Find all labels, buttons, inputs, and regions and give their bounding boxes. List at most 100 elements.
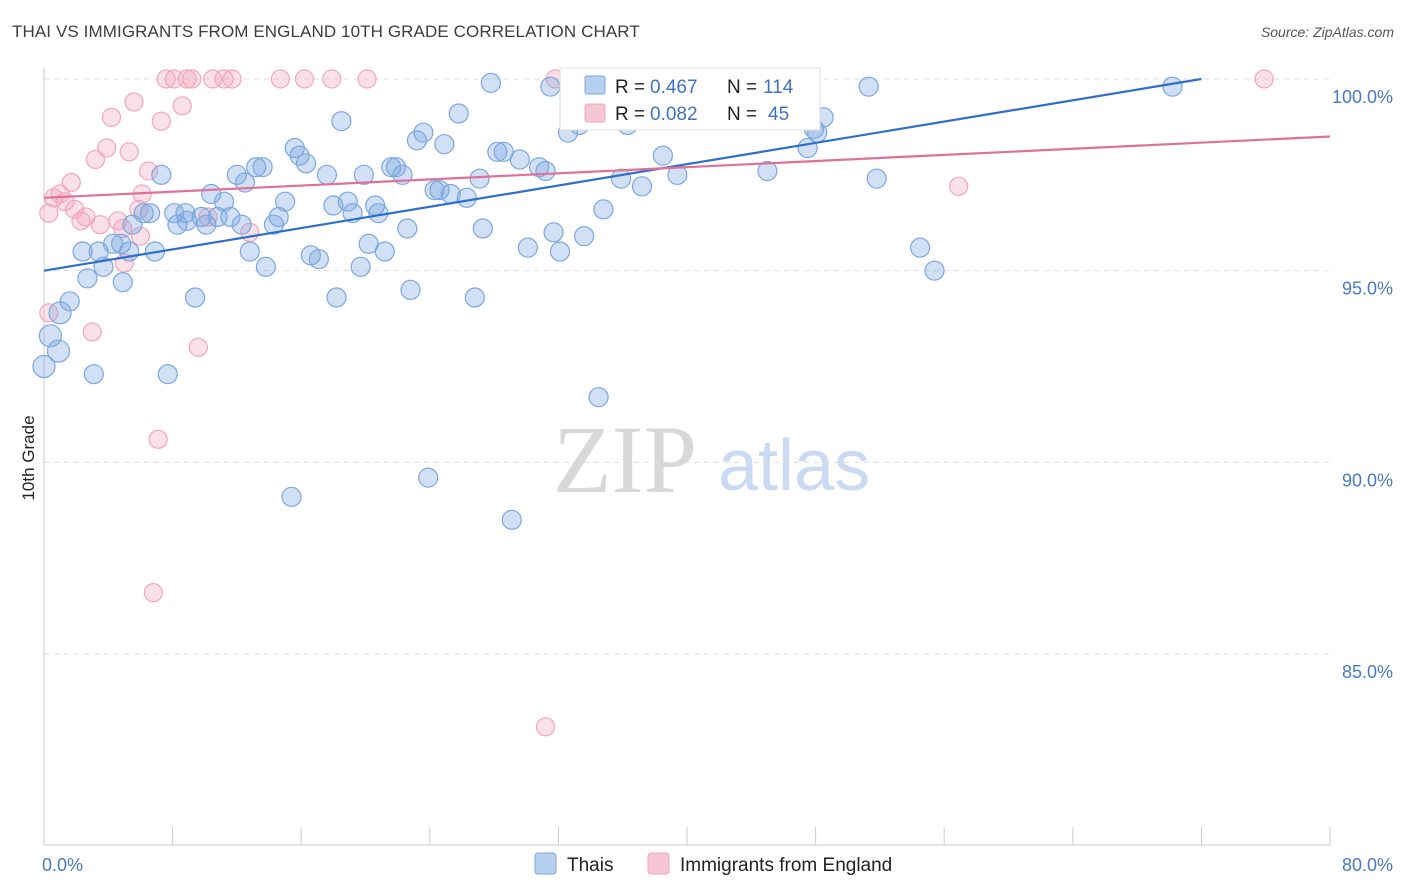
thais-point bbox=[480, 72, 501, 93]
england-point bbox=[214, 69, 234, 89]
thais-point bbox=[593, 199, 614, 220]
watermark-atlas: atlas bbox=[718, 426, 870, 506]
thais-point bbox=[381, 157, 402, 178]
thais-point bbox=[610, 168, 632, 189]
thais-point bbox=[413, 122, 434, 143]
thais-point bbox=[175, 203, 196, 224]
thais-point bbox=[268, 206, 289, 228]
england-point bbox=[1254, 69, 1274, 89]
england-point bbox=[138, 161, 159, 181]
thais-point bbox=[429, 180, 450, 201]
thais-point bbox=[139, 203, 161, 224]
thais-point bbox=[924, 260, 945, 281]
thais-point bbox=[517, 237, 538, 258]
stats-n-value-england: 45 bbox=[768, 104, 789, 125]
thais-point bbox=[535, 160, 556, 182]
thais-point bbox=[487, 141, 508, 162]
chart-title: THAI VS IMMIGRANTS FROM ENGLAND 10TH GRA… bbox=[12, 22, 640, 41]
thais-point bbox=[164, 203, 185, 224]
thais-point bbox=[350, 256, 371, 277]
thais-trend-line bbox=[43, 77, 1202, 272]
thais-point bbox=[59, 291, 80, 312]
england-point bbox=[101, 107, 122, 127]
england-trend-line bbox=[43, 135, 1331, 199]
stats-swatch-thais bbox=[584, 75, 606, 95]
y-tick-label-0: 100.0% bbox=[1332, 87, 1393, 107]
legend-swatch-thais bbox=[534, 852, 557, 875]
england-point bbox=[61, 172, 81, 193]
thais-point bbox=[326, 287, 347, 308]
england-point bbox=[119, 142, 139, 162]
chart-source: Source: ZipAtlas.com bbox=[1260, 24, 1394, 40]
thais-point bbox=[157, 364, 178, 385]
thais-point bbox=[213, 191, 235, 212]
y-axis-label: 10th Grade bbox=[19, 415, 38, 500]
thais-point bbox=[509, 149, 530, 170]
thais-point bbox=[434, 134, 455, 155]
thais-point bbox=[424, 180, 445, 201]
axes bbox=[43, 68, 1331, 846]
thais-point bbox=[226, 164, 247, 185]
stats-n-label-england: N = bbox=[727, 104, 757, 125]
thais-point bbox=[255, 256, 276, 277]
stats-r-label-thais: R = bbox=[615, 77, 645, 98]
thais-point bbox=[397, 218, 418, 239]
y-tick-label-3: 85.0% bbox=[1342, 662, 1393, 682]
thais-point bbox=[540, 76, 561, 97]
thais-point bbox=[196, 214, 217, 235]
thais-point bbox=[275, 191, 296, 212]
thais-point bbox=[83, 364, 104, 385]
stats-swatch-england bbox=[584, 103, 606, 123]
thais-point bbox=[133, 203, 154, 224]
stats-r-value-england: 0.082 bbox=[650, 104, 698, 125]
england-point bbox=[535, 717, 556, 737]
thais-point bbox=[72, 241, 93, 262]
stats-legend-box: R = 0.467 N = 114 R = 0.082 N = 45 bbox=[559, 67, 821, 131]
england-point bbox=[64, 199, 85, 219]
trend-lines bbox=[43, 77, 1331, 272]
x-tick-label-1: 80.0% bbox=[1342, 855, 1393, 875]
thais-point bbox=[909, 237, 931, 258]
england-point bbox=[270, 69, 290, 89]
thais-point bbox=[316, 164, 338, 185]
y-tick-label-1: 95.0% bbox=[1342, 279, 1393, 299]
x-tick-label-0: 0.0% bbox=[42, 855, 83, 875]
thais-point bbox=[231, 214, 252, 235]
thais-point bbox=[400, 279, 421, 300]
thais-point bbox=[858, 76, 879, 97]
england-point bbox=[90, 215, 110, 235]
thais-point bbox=[588, 387, 609, 408]
thais-point bbox=[418, 467, 439, 488]
england-point bbox=[322, 69, 342, 89]
thais-point bbox=[472, 218, 493, 239]
thais-point bbox=[574, 226, 595, 247]
thais-point bbox=[1162, 76, 1183, 97]
england-point bbox=[188, 337, 208, 357]
legend-label-england: Immigrants from England bbox=[680, 855, 892, 876]
bottom-legend: Thais Immigrants from England bbox=[534, 852, 892, 876]
thais-point bbox=[295, 153, 317, 174]
legend-label-thais: Thais bbox=[567, 855, 613, 876]
thais-point bbox=[757, 160, 778, 182]
england-point bbox=[182, 69, 202, 89]
thais-point bbox=[77, 268, 98, 289]
thais-point bbox=[331, 111, 352, 132]
thais-point bbox=[246, 157, 267, 178]
thais-point bbox=[239, 241, 260, 262]
stats-r-label-england: R = bbox=[615, 104, 645, 125]
thais-point bbox=[111, 233, 132, 254]
thais-point bbox=[456, 187, 477, 208]
england-point bbox=[148, 429, 168, 449]
england-point bbox=[172, 96, 192, 116]
thais-point bbox=[529, 157, 550, 178]
thais-point bbox=[337, 191, 358, 212]
stats-n-value-thais: 114 bbox=[763, 77, 794, 98]
thais-point bbox=[549, 241, 571, 262]
england-point bbox=[949, 176, 969, 196]
england-point bbox=[222, 69, 242, 89]
england-point bbox=[357, 69, 377, 89]
thais-point bbox=[501, 509, 522, 530]
thais-point bbox=[252, 157, 273, 178]
england-point bbox=[151, 111, 171, 131]
thais-point bbox=[543, 222, 564, 243]
